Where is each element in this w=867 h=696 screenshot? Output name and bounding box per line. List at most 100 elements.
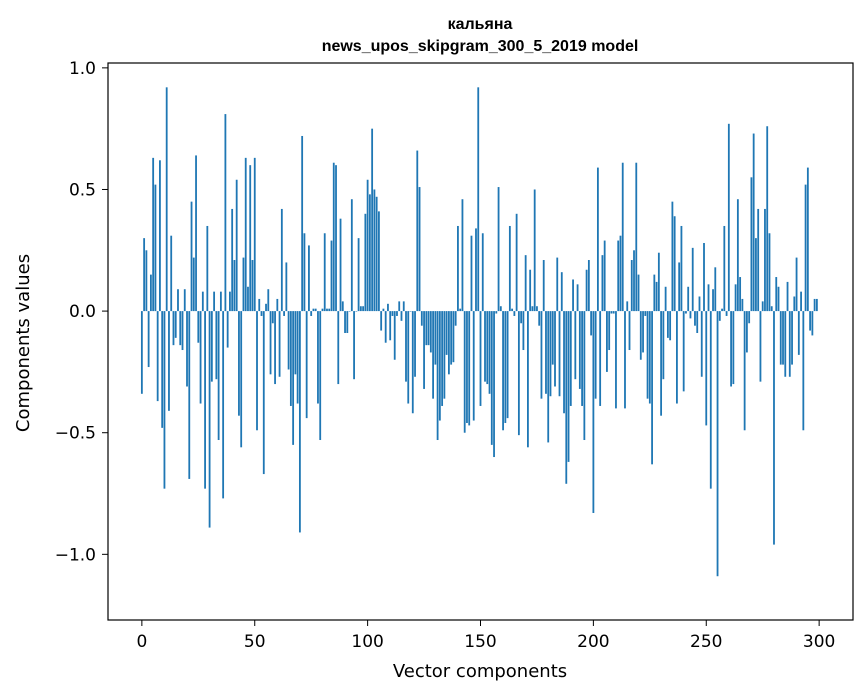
bar-215 bbox=[626, 301, 629, 312]
bar-262 bbox=[732, 311, 735, 385]
bar-158 bbox=[497, 187, 500, 312]
bar-252 bbox=[709, 311, 712, 489]
bar-79 bbox=[319, 311, 322, 441]
bar-121 bbox=[414, 311, 416, 377]
bar-264 bbox=[736, 199, 739, 312]
bar-104 bbox=[375, 196, 378, 312]
bar-5 bbox=[152, 157, 155, 312]
x-tick-label: 300 bbox=[803, 632, 835, 652]
bar-167 bbox=[517, 311, 520, 436]
bar-162 bbox=[506, 311, 509, 419]
bar-105 bbox=[378, 211, 380, 312]
bar-231 bbox=[662, 311, 665, 380]
bar-211 bbox=[617, 240, 620, 312]
bar-103 bbox=[373, 189, 376, 312]
bar-23 bbox=[192, 257, 195, 312]
bar-14 bbox=[172, 311, 175, 346]
bar-298 bbox=[813, 298, 816, 312]
x-axis-ticks: 0 50 100 150 200 250 300 bbox=[136, 620, 835, 652]
bar-98 bbox=[362, 306, 365, 312]
bar-185 bbox=[558, 311, 561, 397]
bar-125 bbox=[423, 311, 425, 389]
bar-277 bbox=[766, 126, 769, 312]
bar-66 bbox=[289, 311, 292, 406]
bar-123 bbox=[418, 187, 421, 312]
bar-110 bbox=[389, 311, 392, 341]
bar-42 bbox=[235, 179, 238, 312]
bar-154 bbox=[488, 311, 491, 394]
bar-254 bbox=[714, 267, 717, 312]
bar-95 bbox=[355, 311, 358, 312]
bar-164 bbox=[511, 308, 514, 312]
bar-130 bbox=[434, 311, 437, 365]
bar-189 bbox=[567, 311, 570, 462]
x-tick-label: 50 bbox=[244, 632, 266, 652]
bar-86 bbox=[335, 165, 337, 312]
bar-294 bbox=[804, 184, 807, 312]
bar-212 bbox=[619, 235, 622, 312]
bar-58 bbox=[271, 311, 274, 324]
bar-296 bbox=[809, 311, 812, 331]
bar-205 bbox=[603, 240, 606, 312]
bar-234 bbox=[669, 311, 672, 341]
bar-127 bbox=[427, 311, 430, 346]
bar-245 bbox=[694, 311, 696, 326]
bar-220 bbox=[637, 274, 640, 312]
x-axis-label: Vector components bbox=[393, 661, 567, 682]
bar-208 bbox=[610, 311, 613, 314]
bar-201 bbox=[594, 311, 597, 399]
bar-199 bbox=[590, 311, 593, 336]
bar-170 bbox=[524, 255, 527, 312]
bar-53 bbox=[260, 311, 263, 316]
bar-270 bbox=[750, 177, 753, 312]
bar-11 bbox=[165, 87, 168, 312]
bar-27 bbox=[201, 291, 204, 312]
bar-259 bbox=[725, 311, 728, 316]
bar-192 bbox=[574, 311, 577, 380]
bar-266 bbox=[741, 298, 744, 312]
bar-281 bbox=[775, 277, 778, 312]
bar-186 bbox=[560, 272, 563, 312]
bar-56 bbox=[267, 289, 270, 312]
bar-250 bbox=[705, 311, 708, 426]
bar-149 bbox=[477, 87, 480, 312]
bar-24 bbox=[195, 155, 197, 312]
bar-282 bbox=[777, 286, 780, 312]
bar-126 bbox=[425, 311, 428, 346]
bar-217 bbox=[630, 260, 633, 312]
chart-title: кальяна bbox=[448, 16, 513, 33]
bar-228 bbox=[655, 281, 658, 312]
bar-156 bbox=[493, 311, 495, 458]
bar-292 bbox=[800, 291, 802, 312]
bar-142 bbox=[461, 199, 464, 312]
bar-113 bbox=[396, 311, 398, 316]
bar-44 bbox=[240, 311, 243, 448]
bar-134 bbox=[443, 311, 446, 399]
bar-235 bbox=[671, 201, 674, 312]
bar-22 bbox=[190, 201, 193, 312]
bar-243 bbox=[689, 311, 692, 319]
bar-51 bbox=[256, 311, 258, 431]
bar-143 bbox=[463, 311, 466, 433]
bar-233 bbox=[666, 311, 669, 338]
bar-138 bbox=[452, 311, 455, 363]
bar-33 bbox=[215, 311, 218, 380]
bar-30 bbox=[208, 311, 211, 528]
bar-80 bbox=[321, 308, 324, 312]
bar-226 bbox=[651, 311, 653, 465]
bar-71 bbox=[301, 135, 304, 312]
bar-150 bbox=[479, 311, 482, 406]
bar-88 bbox=[339, 218, 342, 312]
bar-65 bbox=[287, 311, 290, 370]
bar-224 bbox=[646, 311, 649, 399]
bar-137 bbox=[450, 311, 453, 365]
bar-26 bbox=[199, 311, 202, 404]
bar-49 bbox=[251, 260, 254, 312]
bar-182 bbox=[551, 311, 554, 365]
bar-144 bbox=[466, 311, 468, 423]
bar-16 bbox=[177, 289, 179, 312]
bar-128 bbox=[429, 311, 432, 353]
bar-36 bbox=[222, 311, 225, 499]
bar-119 bbox=[409, 311, 412, 312]
